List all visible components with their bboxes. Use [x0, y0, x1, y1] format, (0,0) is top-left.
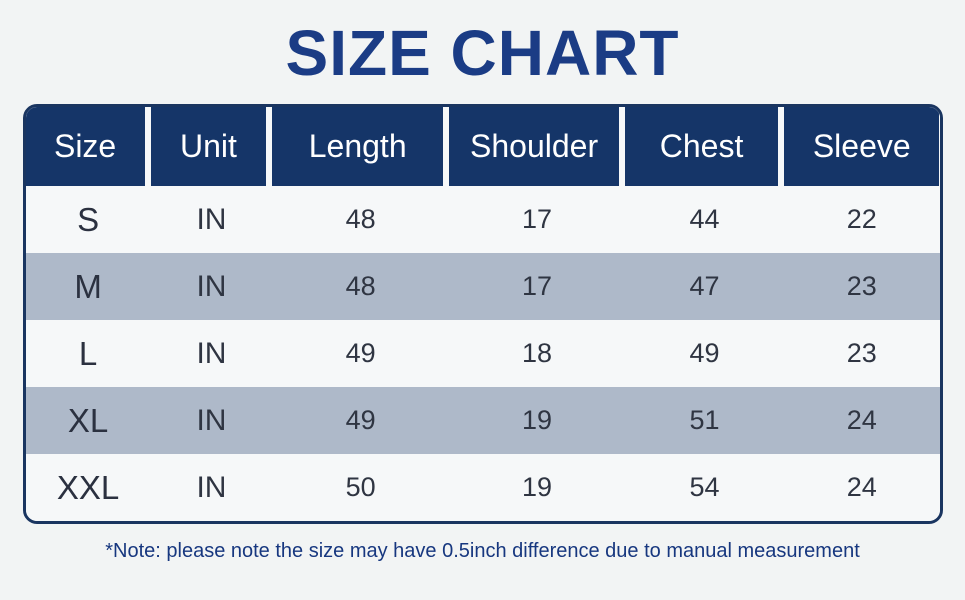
table-row-m: M IN 48 17 47 23 — [25, 253, 940, 320]
sleeve-value: 22 — [846, 204, 877, 234]
header-cell-unit: Unit — [150, 107, 273, 186]
shoulder-value: 17 — [522, 271, 553, 301]
length-value: 49 — [345, 338, 376, 368]
unit-value: IN — [196, 202, 227, 236]
table-header-row: Size Unit Length Shoulder Chest Sleeve — [25, 107, 940, 186]
length-value: 48 — [345, 271, 376, 301]
size-value: XXL — [56, 468, 120, 506]
page-title: SIZE CHART — [285, 17, 680, 89]
unit-value: IN — [196, 269, 227, 303]
length-value: 48 — [345, 204, 376, 234]
chest-value: 44 — [689, 204, 720, 234]
size-chart-table: Size Unit Length Shoulder Chest Sleeve S… — [22, 104, 943, 524]
table-row-s: S IN 48 17 44 22 — [25, 186, 940, 253]
chest-value: 49 — [689, 338, 720, 368]
header-cell-length: Length — [272, 107, 450, 186]
table-row-xl: XL IN 49 19 51 24 — [25, 387, 940, 454]
size-value: S — [77, 200, 100, 238]
chest-value: 51 — [689, 405, 720, 435]
unit-value: IN — [196, 336, 227, 370]
chest-value: 54 — [689, 472, 720, 502]
sleeve-value: 24 — [846, 472, 877, 502]
header-cell-chest: Chest — [625, 107, 785, 186]
header-cell-sleeve: Sleeve — [784, 107, 940, 186]
size-value: XL — [67, 401, 109, 439]
sleeve-value: 23 — [846, 338, 877, 368]
length-value: 50 — [345, 472, 376, 502]
unit-value: IN — [196, 470, 227, 504]
table-row-l: L IN 49 18 49 23 — [25, 320, 940, 387]
header-cell-size: Size — [25, 107, 151, 186]
size-value: L — [78, 334, 98, 372]
note-text: *Note: please note the size may have 0.5… — [105, 540, 860, 562]
header-cell-shoulder: Shoulder — [449, 107, 626, 186]
sleeve-value: 24 — [846, 405, 877, 435]
shoulder-value: 18 — [522, 338, 553, 368]
unit-value: IN — [196, 403, 227, 437]
shoulder-value: 17 — [522, 204, 553, 234]
chest-value: 47 — [689, 271, 720, 301]
sleeve-value: 23 — [846, 271, 877, 301]
table-row-xxl: XXL IN 50 19 54 24 — [25, 454, 940, 521]
size-value: M — [74, 267, 102, 305]
shoulder-value: 19 — [522, 472, 553, 502]
shoulder-value: 19 — [522, 405, 553, 435]
length-value: 49 — [345, 405, 376, 435]
